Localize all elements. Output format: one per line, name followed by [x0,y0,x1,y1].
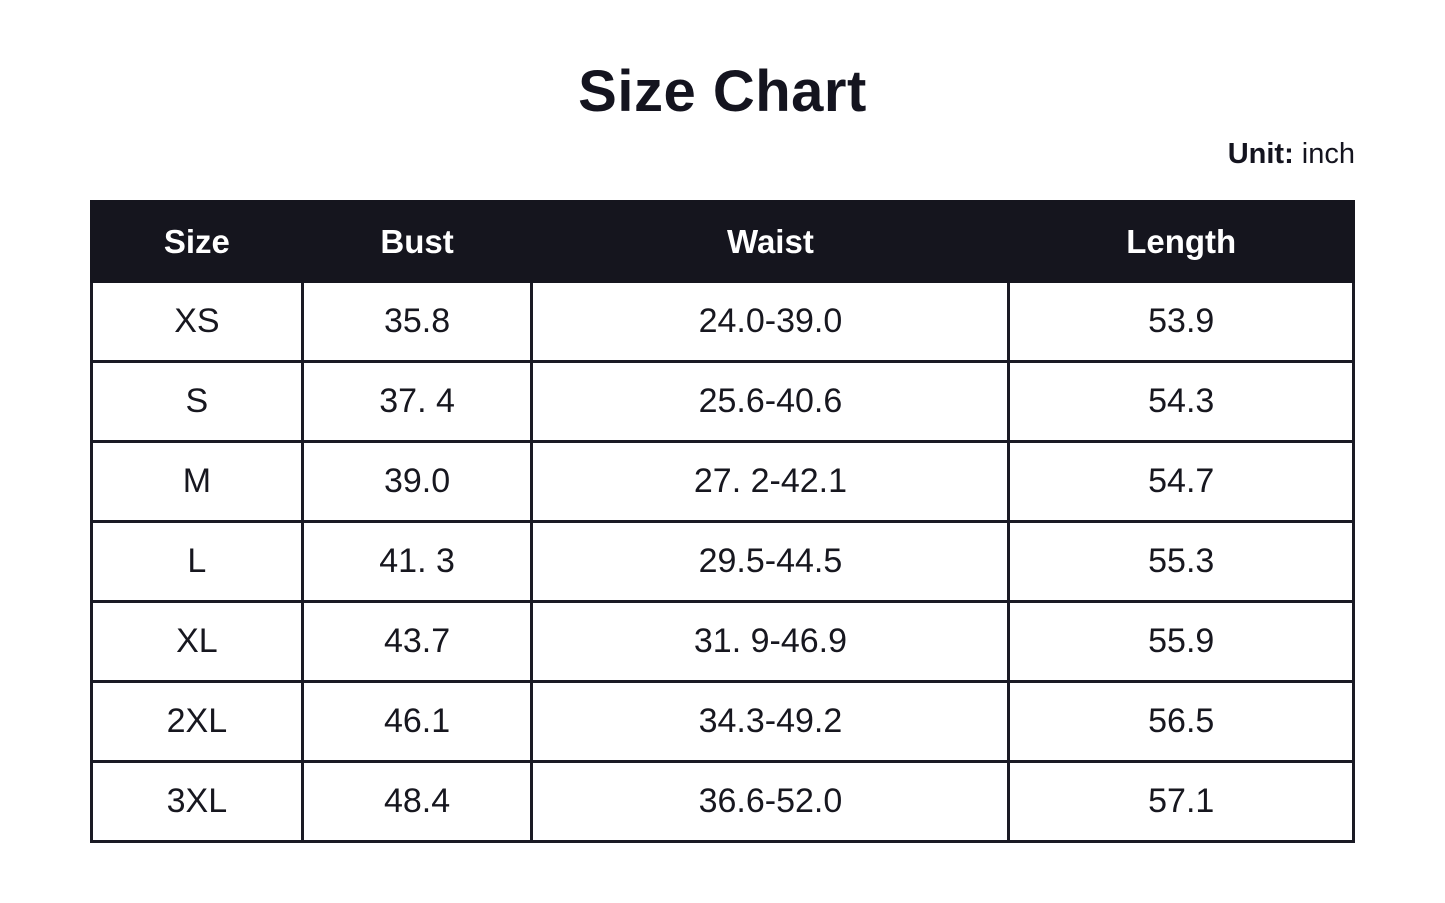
column-header-size: Size [90,200,304,283]
waist-cell: 24.0-39.0 [530,280,1011,363]
waist-cell: 27. 2-42.1 [530,440,1011,523]
waist-cell: 36.6-52.0 [530,760,1011,843]
length-cell: 54.7 [1007,440,1355,523]
bust-cell: 46.1 [300,680,534,763]
table-header-row: Size Bust Waist Length [90,200,1355,283]
table-row: S 37. 4 25.6-40.6 54.3 [90,360,1355,443]
bust-cell: 43.7 [300,600,534,683]
bust-cell: 37. 4 [300,360,534,443]
bust-cell: 39.0 [300,440,534,523]
unit-value: inch [1293,138,1355,170]
table-row: XS 35.8 24.0-39.0 53.9 [90,280,1355,363]
size-cell: XS [90,280,304,363]
table-row: M 39.0 27. 2-42.1 54.7 [90,440,1355,523]
size-chart-table: Size Bust Waist Length XS 35.8 24.0-39.0… [90,200,1355,843]
size-cell: M [90,440,304,523]
page-title: Size Chart [578,59,867,124]
size-cell: 3XL [90,760,304,843]
bust-cell: 48.4 [300,760,534,843]
size-cell: L [90,520,304,603]
waist-cell: 31. 9-46.9 [530,600,1011,683]
length-cell: 53.9 [1007,280,1355,363]
waist-cell: 25.6-40.6 [530,360,1011,443]
column-header-waist: Waist [530,200,1011,283]
table-row: 3XL 48.4 36.6-52.0 57.1 [90,760,1355,843]
bust-cell: 35.8 [300,280,534,363]
column-header-bust: Bust [300,200,534,283]
size-cell: 2XL [90,680,304,763]
unit-label: Unit: [1227,138,1294,170]
table-row: XL 43.7 31. 9-46.9 55.9 [90,600,1355,683]
table-row: 2XL 46.1 34.3-49.2 56.5 [90,680,1355,763]
size-cell: S [90,360,304,443]
bust-cell: 41. 3 [300,520,534,603]
unit-note: Unit: inch [1228,138,1355,171]
length-cell: 55.9 [1007,600,1355,683]
length-cell: 55.3 [1007,520,1355,603]
waist-cell: 29.5-44.5 [530,520,1011,603]
length-cell: 54.3 [1007,360,1355,443]
length-cell: 57.1 [1007,760,1355,843]
size-cell: XL [90,600,304,683]
waist-cell: 34.3-49.2 [530,680,1011,763]
table-row: L 41. 3 29.5-44.5 55.3 [90,520,1355,603]
length-cell: 56.5 [1007,680,1355,763]
column-header-length: Length [1007,200,1355,283]
